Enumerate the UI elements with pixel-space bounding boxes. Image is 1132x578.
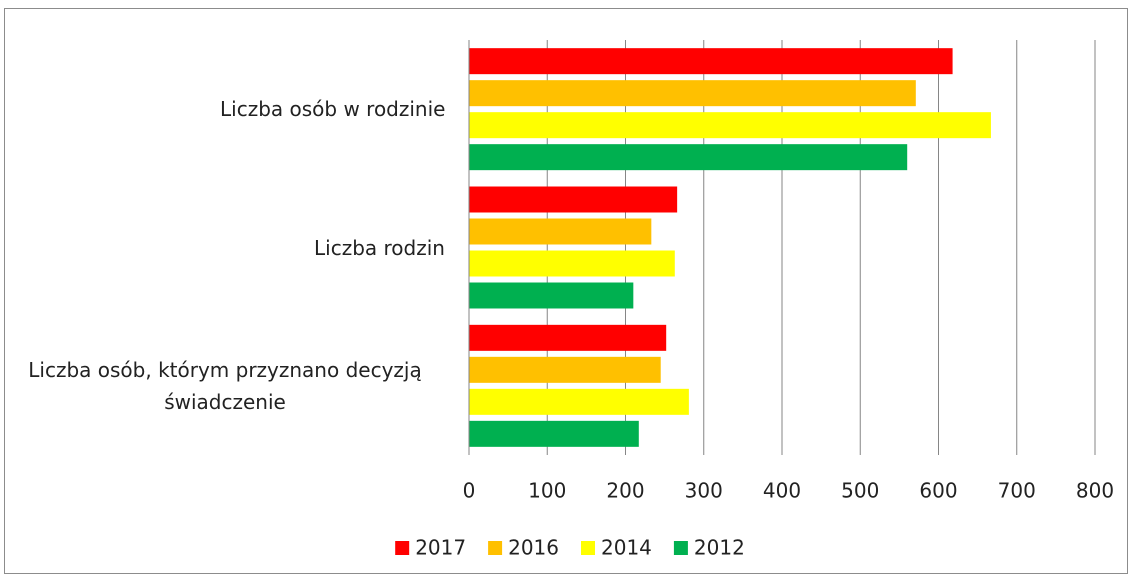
legend-swatch	[673, 541, 688, 555]
bar	[469, 218, 652, 245]
legend-item: 2014	[581, 536, 652, 560]
bar	[469, 324, 667, 351]
bar	[469, 388, 689, 415]
legend-item: 2012	[673, 536, 745, 560]
bar	[469, 112, 991, 139]
x-tick-label: 100	[528, 479, 566, 503]
bar	[469, 186, 678, 213]
legend-item: 2017	[395, 536, 466, 560]
legend-label: 2016	[508, 536, 559, 560]
x-tick-label: 400	[763, 479, 801, 503]
chart-frame	[4, 8, 1128, 574]
x-tick-label: 0	[463, 479, 476, 503]
bar	[469, 144, 908, 171]
bar	[469, 282, 634, 309]
bar	[469, 48, 953, 75]
x-tick-label: 700	[998, 479, 1036, 503]
legend-swatch	[395, 541, 410, 555]
legend-label: 2012	[694, 536, 745, 560]
x-tick-label: 300	[685, 479, 723, 503]
x-tick-label: 600	[919, 479, 957, 503]
legend-label: 2014	[601, 536, 652, 560]
legend-item: 2016	[488, 536, 559, 560]
legend-swatch	[581, 541, 595, 555]
x-tick-label: 200	[606, 479, 644, 503]
legend-label: 2017	[415, 536, 466, 560]
bar	[469, 80, 916, 107]
x-tick-label: 500	[841, 479, 879, 503]
bar	[469, 250, 675, 277]
bar	[469, 356, 661, 383]
category-label: Liczba rodzin	[314, 235, 445, 260]
bar	[469, 420, 639, 447]
category-label: Liczba osób, którym przyznano decyzją św…	[28, 357, 422, 414]
legend-swatch	[488, 541, 503, 555]
category-label: Liczba osób w rodzinie	[220, 97, 446, 122]
x-tick-label: 800	[1076, 479, 1114, 503]
